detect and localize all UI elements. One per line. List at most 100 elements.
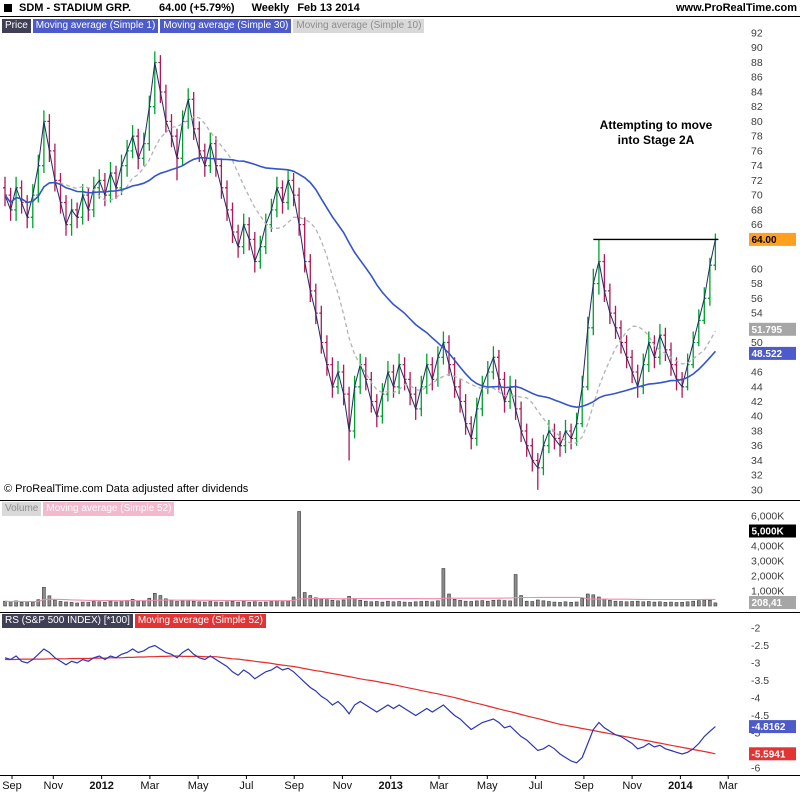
price-value-box: 51.795 [749, 322, 796, 336]
price-legend-chip-1[interactable]: Moving average (Simple 1) [32, 19, 159, 33]
price-legend-chip-0[interactable]: Price [2, 19, 31, 33]
svg-text:2013: 2013 [378, 780, 402, 792]
svg-text:Jul: Jul [239, 780, 253, 792]
svg-text:84: 84 [751, 87, 763, 99]
svg-text:80: 80 [751, 116, 763, 128]
rs-axis[interactable]: -2 -2.5 -3 -3.5 -4 -4.5 -5 -6 [751, 623, 769, 775]
svg-text:-2.5: -2.5 [751, 640, 769, 652]
date-label: Feb 13 2014 [297, 2, 360, 14]
svg-text:-5.5941: -5.5941 [752, 749, 786, 760]
svg-text:-4.5: -4.5 [751, 710, 769, 722]
svg-text:51.795: 51.795 [752, 325, 783, 336]
svg-text:78: 78 [751, 131, 763, 143]
svg-text:86: 86 [751, 72, 763, 84]
svg-text:2014: 2014 [668, 780, 693, 792]
svg-text:36: 36 [751, 440, 763, 452]
svg-text:58: 58 [751, 278, 763, 290]
svg-text:32: 32 [751, 470, 763, 482]
volume-cursor-box: 5,000K [749, 524, 796, 538]
svg-text:38: 38 [751, 426, 763, 438]
svg-text:54: 54 [751, 308, 763, 320]
svg-text:-4.8162: -4.8162 [752, 722, 786, 733]
svg-text:208,41: 208,41 [752, 598, 783, 609]
svg-text:May: May [477, 780, 498, 792]
svg-text:92: 92 [751, 28, 763, 40]
svg-text:May: May [188, 780, 209, 792]
svg-text:42: 42 [751, 396, 763, 408]
annotation-text[interactable]: Attempting to move into Stage 2A [570, 118, 742, 148]
volume-legend: Volume Moving average (Simple 52) [2, 502, 176, 516]
svg-text:4,000K: 4,000K [751, 541, 784, 553]
volume-bars [3, 511, 718, 607]
svg-text:Sep: Sep [284, 780, 304, 792]
symbol-title: SDM - STADIUM GRP. [19, 2, 132, 14]
svg-text:Mar: Mar [140, 780, 159, 792]
price-axis[interactable]: 92 90 88 86 84 82 80 78 76 74 72 70 68 66 60 58 56 54 50 46… [751, 28, 763, 497]
volume-legend-chip-0[interactable]: Volume [2, 502, 42, 516]
svg-text:-2: -2 [751, 623, 760, 635]
svg-text:56: 56 [751, 293, 763, 305]
svg-text:2,000K: 2,000K [751, 571, 784, 583]
svg-text:Mar: Mar [719, 780, 738, 792]
rs-legend-chip-1[interactable]: Moving average (Simple 52) [134, 614, 266, 628]
rs-line [4, 644, 716, 764]
svg-text:2012: 2012 [89, 780, 113, 792]
svg-text:64.00: 64.00 [752, 235, 777, 246]
svg-text:Nov: Nov [333, 780, 353, 792]
svg-text:34: 34 [751, 455, 763, 467]
volume-value-box: 208,41 [749, 596, 796, 609]
svg-text:-3.5: -3.5 [751, 675, 769, 687]
svg-text:72: 72 [751, 175, 763, 187]
svg-text:68: 68 [751, 204, 763, 216]
svg-text:44: 44 [751, 381, 763, 393]
svg-text:82: 82 [751, 101, 763, 113]
price-legend-chip-3[interactable]: Moving average (Simple 10) [293, 19, 425, 33]
time-axis[interactable]: Sep Nov 2012 Mar May Jul Sep Nov 2013 Mar May Jul Se… [2, 775, 738, 793]
copyright-watermark: © ProRealTime.com Data adjusted after di… [4, 483, 249, 495]
volume-axis[interactable]: 6,000K 4,000K 3,000K 2,000K 1,000K [751, 511, 784, 598]
price-change: (+5.79%) [189, 2, 235, 14]
svg-text:46: 46 [751, 367, 763, 379]
last-price-and-change: 64.00 (+5.79%) [159, 2, 235, 14]
annotation-line-2: into Stage 2A [617, 133, 695, 147]
volume-ma52-line [4, 596, 716, 603]
svg-text:74: 74 [751, 160, 763, 172]
website-link[interactable]: www.ProRealTime.com [675, 2, 797, 14]
price-legend-chip-2[interactable]: Moving average (Simple 30) [160, 19, 292, 33]
header-bar: SDM - STADIUM GRP. 64.00 (+5.79%) Weekly… [0, 0, 800, 17]
svg-text:88: 88 [751, 57, 763, 69]
rs-legend-chip-0[interactable]: RS (S&P 500 INDEX) [*100] [2, 614, 133, 628]
price-value-box: 48.522 [749, 346, 796, 360]
rs-value-box: -4.8162 [749, 720, 796, 734]
svg-text:-6: -6 [751, 763, 760, 775]
svg-text:3,000K: 3,000K [751, 556, 784, 568]
svg-text:40: 40 [751, 411, 763, 423]
up-bars [14, 51, 718, 476]
ma30-line [4, 157, 717, 409]
svg-text:90: 90 [751, 42, 763, 54]
svg-text:50: 50 [751, 337, 763, 349]
svg-text:76: 76 [751, 145, 763, 157]
svg-text:Nov: Nov [622, 780, 642, 792]
svg-text:Nov: Nov [44, 780, 64, 792]
pane-separators [0, 500, 800, 776]
rs-ma52-line [5, 655, 716, 755]
svg-text:48.522: 48.522 [752, 349, 783, 360]
rs-legend: RS (S&P 500 INDEX) [*100] Moving average … [2, 614, 268, 628]
svg-text:1,000K: 1,000K [751, 586, 784, 598]
volume-legend-chip-1[interactable]: Moving average (Simple 52) [43, 502, 175, 516]
price-ohlc-bars [3, 51, 718, 490]
rs-value-box: -5.5941 [749, 747, 796, 761]
timeframe-label[interactable]: Weekly [251, 2, 290, 14]
svg-text:-5: -5 [751, 728, 760, 740]
svg-text:6,000K: 6,000K [751, 511, 784, 523]
ma10-line [4, 116, 716, 445]
svg-text:Sep: Sep [2, 780, 22, 792]
svg-text:70: 70 [751, 190, 763, 202]
svg-text:Sep: Sep [574, 780, 594, 792]
app-icon [4, 4, 12, 12]
svg-text:-4: -4 [751, 693, 760, 705]
svg-text:60: 60 [751, 263, 763, 275]
